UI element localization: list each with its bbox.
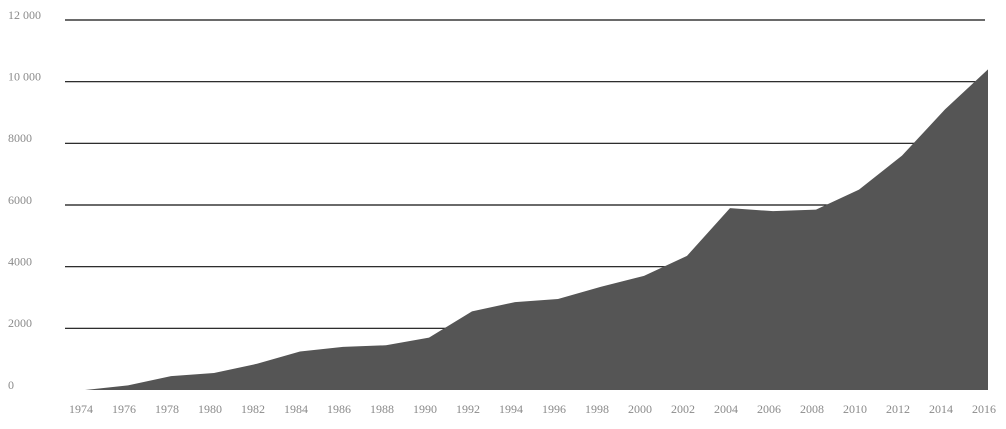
x-tick-label: 1992 [456, 402, 480, 416]
x-tick-label: 1980 [198, 402, 222, 416]
x-tick-label: 1974 [69, 402, 93, 416]
x-tick-label: 1994 [499, 402, 523, 416]
x-tick-label: 2016 [972, 402, 996, 416]
x-tick-label: 2014 [929, 402, 953, 416]
area [85, 69, 988, 390]
y-tick-label: 4000 [8, 254, 32, 268]
x-tick-label: 1976 [112, 402, 136, 416]
x-tick-label: 1996 [542, 402, 566, 416]
x-tick-label: 2000 [628, 402, 652, 416]
x-tick-label: 2006 [757, 402, 781, 416]
y-tick-label: 6000 [8, 193, 32, 207]
x-tick-label: 1986 [327, 402, 351, 416]
x-tick-label: 1998 [585, 402, 609, 416]
y-tick-label: 8000 [8, 131, 32, 145]
x-tick-label: 2012 [886, 402, 910, 416]
x-tick-label: 1982 [241, 402, 265, 416]
x-tick-label: 1978 [155, 402, 179, 416]
x-tick-label: 1990 [413, 402, 437, 416]
x-tick-label: 1984 [284, 402, 308, 416]
x-tick-label: 2008 [800, 402, 824, 416]
y-tick-label: 12 000 [8, 8, 41, 22]
x-tick-label: 2010 [843, 402, 867, 416]
x-tick-label: 2004 [714, 402, 738, 416]
y-tick-label: 0 [8, 378, 14, 392]
x-tick-label: 2002 [671, 402, 695, 416]
y-tick-label: 2000 [8, 316, 32, 330]
y-tick-label: 10 000 [8, 69, 41, 83]
x-tick-label: 1988 [370, 402, 394, 416]
